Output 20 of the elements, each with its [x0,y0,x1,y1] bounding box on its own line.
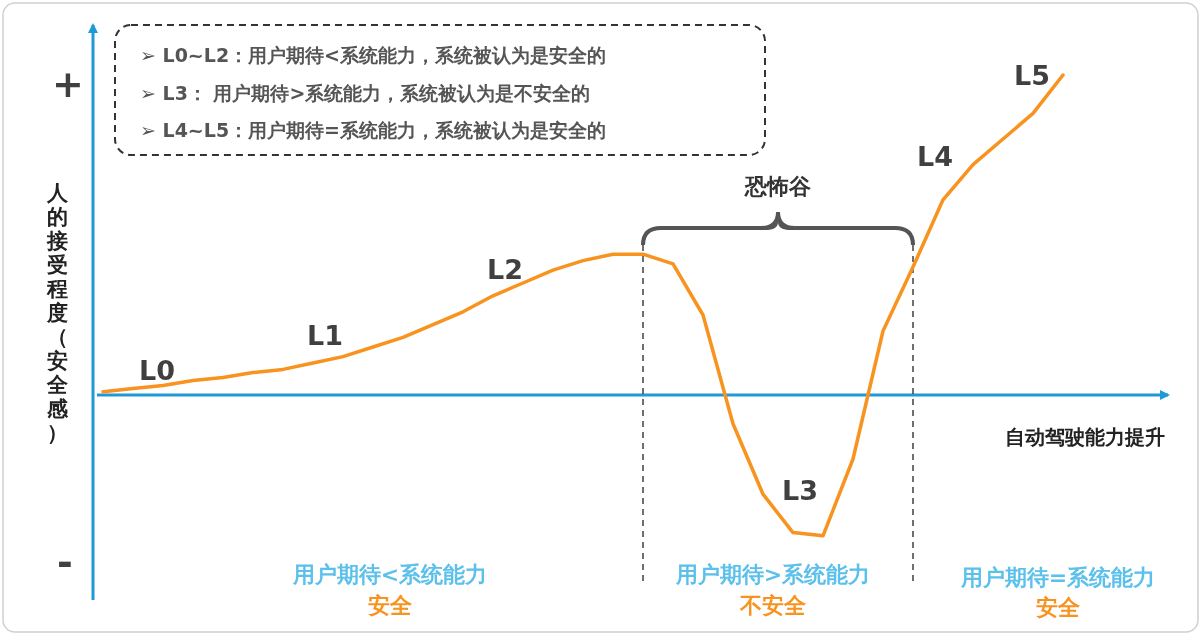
text: 用户期待>系统能力 [674,562,871,587]
annotation: L4 [917,141,953,172]
annotation: L2 [487,254,523,285]
text: 安全 [1036,595,1081,620]
text: + [52,62,84,106]
text: 用户期待<系统能力 [291,562,488,587]
text: 人的接受程度（安全感） [46,181,68,445]
annotation: L1 [307,320,343,351]
annotation: ➢ L4~L5：用户期待=系统能力，系统被认为是安全的 [140,119,607,141]
text: ➢ L0~L2：用户期待<系统能力，系统被认为是安全的 [140,44,607,66]
text: 安全 [368,593,413,618]
text: 不安全 [739,593,807,618]
annotation: L0 [139,355,175,386]
x-axis-title: 自动驾驶能力提升 [1005,425,1165,449]
annotation: L5 [1014,60,1050,91]
annotation: L3 [782,475,818,506]
text: - [57,540,73,584]
text: 用户期待=系统能力 [959,565,1156,590]
annotation: 恐怖谷 [744,174,811,199]
annotation: ➢ L3： 用户期待>系统能力，系统被认为是不安全的 [140,82,591,104]
